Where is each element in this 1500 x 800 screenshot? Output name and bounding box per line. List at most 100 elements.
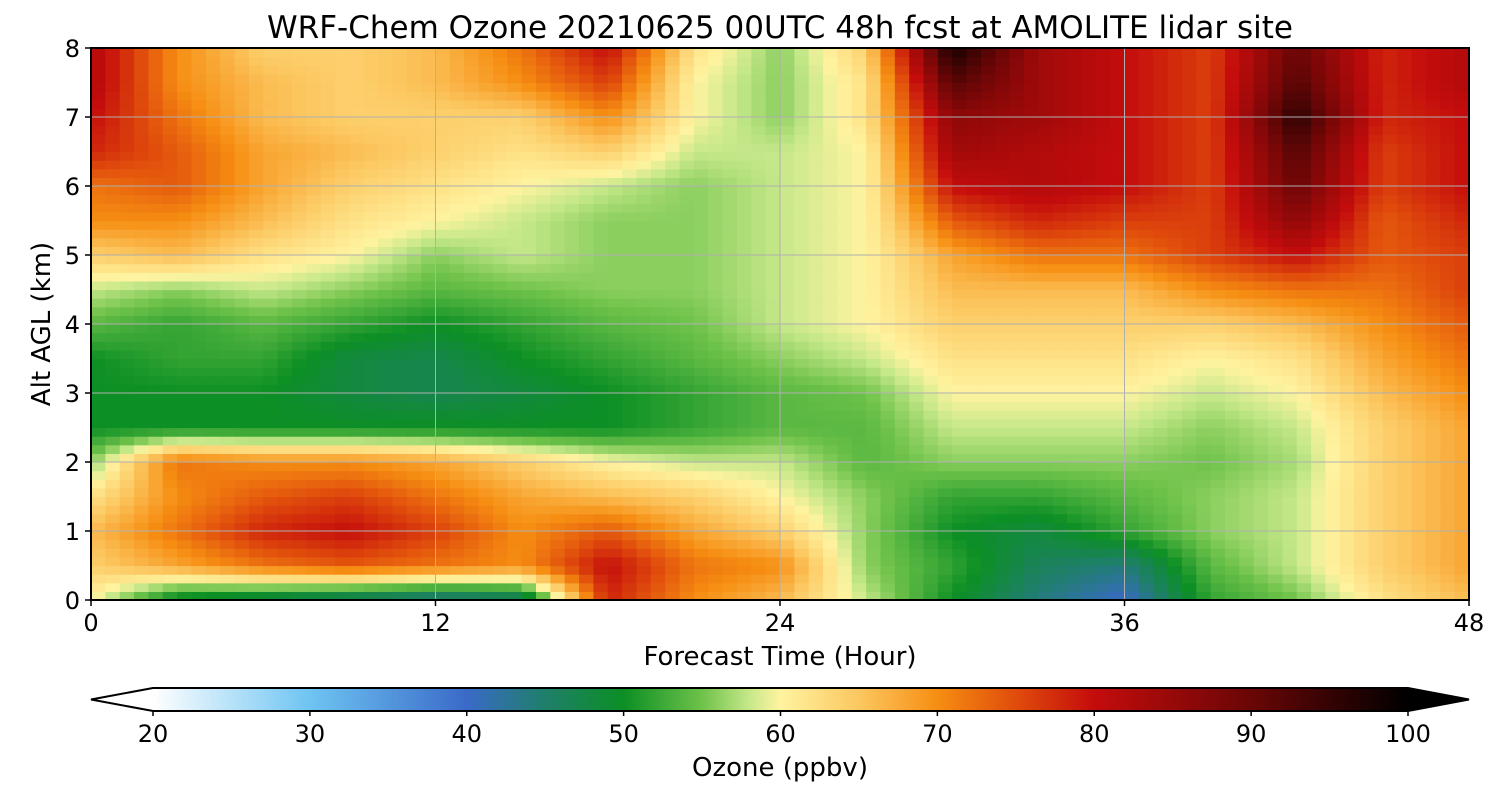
heatmap-cell: [478, 444, 494, 454]
heatmap-cell: [119, 194, 135, 204]
heatmap-cell: [406, 220, 422, 230]
heatmap-cell: [622, 160, 638, 170]
heatmap-cell: [392, 582, 408, 592]
heatmap-cell: [277, 401, 293, 411]
heatmap-cell: [1181, 556, 1197, 567]
heatmap-cell: [320, 358, 336, 368]
heatmap-cell: [679, 358, 695, 368]
heatmap-cell: [880, 513, 896, 523]
heatmap-cell: [808, 237, 824, 247]
heatmap-cell: [1382, 574, 1398, 584]
heatmap-cell: [363, 349, 379, 360]
heatmap-cell: [306, 211, 322, 222]
heatmap-cell: [378, 496, 394, 506]
heatmap-cell: [162, 324, 178, 334]
heatmap-cell: [162, 487, 178, 498]
heatmap-cell: [1454, 211, 1469, 222]
heatmap-cell: [1224, 591, 1240, 600]
heatmap-cell: [1411, 315, 1427, 325]
heatmap-cell: [550, 177, 566, 187]
heatmap-cell: [392, 272, 408, 282]
heatmap-cell: [909, 186, 925, 196]
heatmap-cell: [636, 479, 652, 489]
heatmap-cell: [1268, 306, 1283, 316]
heatmap-cell: [91, 298, 106, 308]
heatmap-cell: [966, 513, 982, 523]
heatmap-cell: [1196, 160, 1212, 170]
heatmap-cell: [1411, 565, 1427, 575]
heatmap-cell: [937, 272, 953, 282]
heatmap-cell: [1181, 298, 1197, 308]
heatmap-cell: [478, 401, 494, 411]
heatmap-cell: [1052, 548, 1068, 558]
heatmap-cell: [1368, 470, 1384, 480]
heatmap-cell: [1382, 324, 1398, 334]
heatmap-cell: [650, 349, 666, 360]
heatmap-cell: [1210, 203, 1226, 213]
heatmap-cell: [1024, 358, 1039, 368]
heatmap-cell: [909, 522, 925, 532]
heatmap-cell: [995, 436, 1011, 446]
heatmap-cell: [909, 375, 925, 385]
heatmap-cell: [421, 367, 437, 377]
heatmap-cell: [119, 289, 135, 299]
heatmap-cell: [952, 505, 968, 515]
heatmap-cell: [91, 151, 106, 161]
heatmap-cell: [851, 160, 867, 170]
heatmap-cell: [291, 470, 307, 480]
heatmap-cell: [320, 194, 336, 204]
heatmap-cell: [1253, 582, 1269, 592]
heatmap-cell: [995, 487, 1011, 498]
heatmap-cell: [306, 513, 322, 523]
heatmap-cell: [808, 168, 824, 178]
heatmap-cell: [751, 237, 767, 247]
heatmap-cell: [1311, 229, 1327, 239]
heatmap-cell: [995, 401, 1011, 411]
heatmap-cell: [1253, 418, 1269, 429]
heatmap-cell: [134, 229, 150, 239]
heatmap-cell: [205, 315, 221, 325]
heatmap-cell: [593, 565, 609, 575]
heatmap-cell: [1311, 487, 1327, 498]
heatmap-cell: [478, 462, 494, 472]
heatmap-cell: [837, 289, 853, 299]
heatmap-cell: [1110, 531, 1126, 541]
heatmap-cell: [564, 556, 580, 567]
heatmap-cell: [234, 229, 250, 239]
heatmap-cell: [191, 393, 207, 403]
heatmap-cell: [1382, 418, 1398, 429]
heatmap-cell: [909, 298, 925, 308]
heatmap-cell: [1110, 410, 1126, 420]
heatmap-cell: [679, 479, 695, 489]
heatmap-cell: [622, 410, 638, 420]
heatmap-cell: [91, 349, 106, 360]
heatmap-cell: [464, 194, 480, 204]
heatmap-cell: [894, 194, 910, 204]
heatmap-cell: [1224, 427, 1240, 437]
heatmap-cell: [1440, 470, 1456, 480]
heatmap-cell: [320, 582, 336, 592]
heatmap-cell: [1038, 255, 1054, 265]
heatmap-cell: [722, 384, 738, 394]
heatmap-cell: [708, 582, 724, 592]
heatmap-cell: [306, 237, 322, 247]
heatmap-cell: [995, 229, 1011, 239]
heatmap-cell: [1024, 375, 1039, 385]
heatmap-cell: [507, 280, 523, 291]
heatmap-cell: [909, 574, 925, 584]
heatmap-cell: [1368, 367, 1384, 377]
heatmap-cell: [378, 367, 394, 377]
heatmap-cell: [464, 160, 480, 170]
heatmap-cell: [837, 522, 853, 532]
heatmap-cell: [851, 263, 867, 273]
heatmap-cell: [837, 470, 853, 480]
heatmap-cell: [148, 410, 164, 420]
heatmap-cell: [1397, 203, 1413, 213]
heatmap-cell: [363, 444, 379, 454]
heatmap-cell: [349, 160, 365, 170]
heatmap-cell: [406, 418, 422, 429]
heatmap-cell: [1382, 487, 1398, 498]
heatmap-cell: [722, 237, 738, 247]
heatmap-cell: [622, 246, 638, 256]
heatmap-cell: [1440, 246, 1456, 256]
